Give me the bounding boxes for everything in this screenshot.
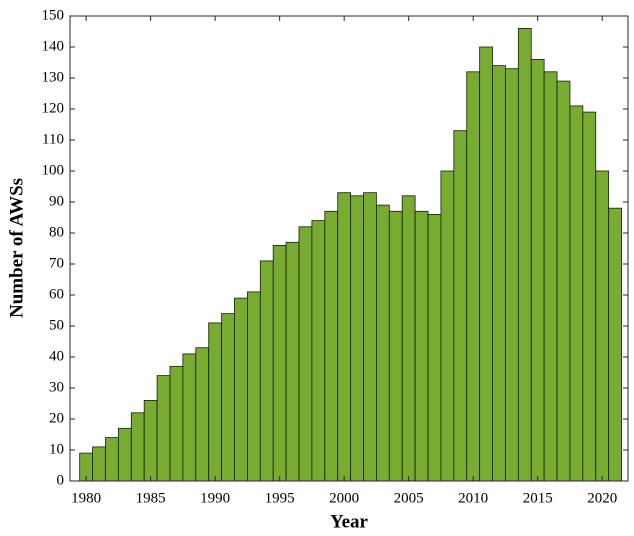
bar bbox=[530, 59, 545, 482]
x-tick-label: 1990 bbox=[200, 490, 230, 506]
bar bbox=[92, 446, 106, 482]
y-tick-label: 110 bbox=[42, 131, 64, 147]
bar bbox=[259, 260, 274, 482]
y-tick-label: 40 bbox=[49, 348, 64, 364]
x-tick-label: 2005 bbox=[394, 490, 424, 506]
y-tick-label: 120 bbox=[42, 100, 65, 116]
x-axis-label: Year bbox=[330, 511, 369, 532]
bar bbox=[311, 220, 326, 482]
bar bbox=[517, 27, 532, 482]
y-tick-label: 30 bbox=[49, 379, 64, 395]
bar bbox=[414, 210, 429, 482]
bar bbox=[556, 80, 571, 482]
x-tick-label: 2015 bbox=[523, 490, 553, 506]
bar bbox=[143, 399, 158, 482]
bar bbox=[363, 192, 377, 482]
x-tick-label: 2010 bbox=[458, 490, 488, 506]
bar bbox=[105, 437, 119, 482]
y-tick-label: 100 bbox=[42, 162, 65, 178]
bar bbox=[234, 297, 248, 482]
x-tick-label: 2020 bbox=[587, 490, 617, 506]
bar bbox=[608, 207, 622, 482]
y-axis-label: Number of AWSs bbox=[6, 178, 27, 318]
y-tick-label: 90 bbox=[49, 193, 64, 209]
bar bbox=[324, 210, 339, 482]
x-tick-label: 1985 bbox=[136, 490, 166, 506]
x-tick-label: 2000 bbox=[329, 490, 359, 506]
x-tick-label: 1980 bbox=[71, 490, 101, 506]
bar bbox=[117, 427, 132, 482]
y-tick-label: 70 bbox=[49, 255, 64, 271]
bar bbox=[182, 353, 197, 482]
bar bbox=[350, 195, 364, 482]
y-tick-label: 20 bbox=[49, 410, 64, 426]
bar bbox=[595, 170, 610, 482]
bar bbox=[272, 244, 287, 482]
y-tick-label: 0 bbox=[57, 472, 65, 488]
y-tick-label: 60 bbox=[49, 286, 64, 302]
bar bbox=[466, 71, 481, 482]
axes-box bbox=[69, 15, 629, 482]
bar bbox=[479, 46, 493, 482]
y-tick-label: 10 bbox=[49, 441, 64, 457]
y-tick-label: 80 bbox=[49, 224, 64, 240]
bar bbox=[195, 347, 210, 482]
bar bbox=[376, 204, 390, 482]
bar bbox=[401, 195, 416, 482]
bar bbox=[221, 313, 235, 482]
y-tick-label: 150 bbox=[42, 7, 65, 23]
y-tick-label: 130 bbox=[42, 69, 65, 85]
bar bbox=[569, 105, 584, 482]
bar bbox=[505, 68, 519, 482]
bar bbox=[246, 291, 261, 482]
bar bbox=[156, 375, 171, 482]
bar bbox=[543, 71, 558, 482]
bar bbox=[208, 322, 222, 482]
bar bbox=[130, 412, 145, 482]
bar bbox=[285, 241, 300, 482]
bar bbox=[169, 365, 184, 482]
bar bbox=[582, 111, 597, 482]
bar bbox=[453, 130, 468, 482]
x-tick-label: 1995 bbox=[265, 490, 295, 506]
bar bbox=[298, 226, 313, 482]
bar bbox=[492, 65, 506, 482]
bar bbox=[337, 192, 352, 482]
y-tick-label: 140 bbox=[42, 38, 65, 54]
bar bbox=[427, 213, 442, 482]
bar bbox=[388, 210, 403, 482]
y-tick-label: 50 bbox=[49, 317, 64, 333]
bar bbox=[440, 170, 455, 482]
